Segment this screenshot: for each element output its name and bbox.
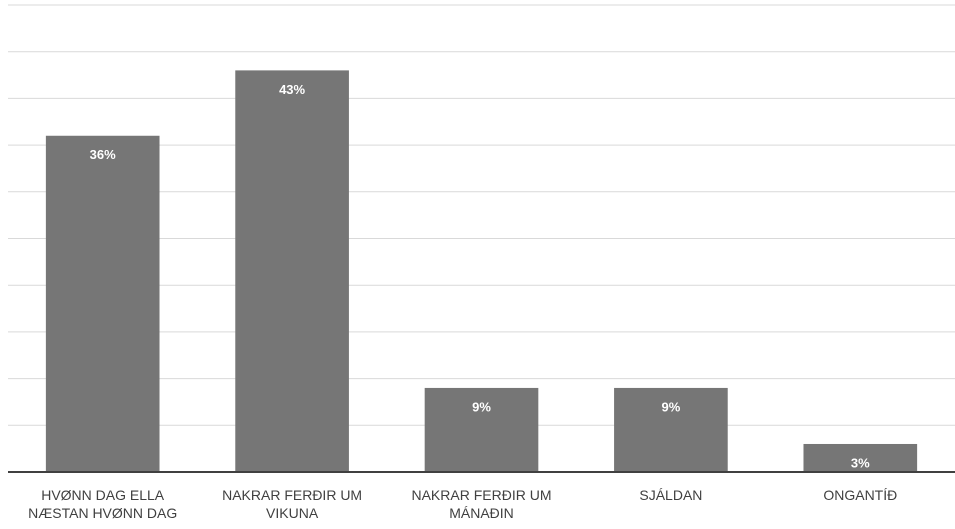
bar bbox=[235, 70, 349, 472]
value-label: 3% bbox=[851, 455, 870, 470]
bar bbox=[45, 135, 160, 472]
value-label: 36% bbox=[90, 147, 116, 162]
bar bbox=[803, 443, 918, 472]
x-tick-label: ONGANTÍÐ bbox=[823, 487, 898, 503]
value-label: 9% bbox=[662, 399, 681, 414]
value-label: 43% bbox=[279, 82, 305, 97]
bar bbox=[614, 387, 728, 472]
x-tick-label: NAKRAR FERÐIR UM MÁNAÐIN bbox=[411, 487, 552, 521]
bar bbox=[424, 387, 539, 472]
x-tick-label: HVØNN DAG ELLA NÆSTAN HVØNN DAG bbox=[28, 487, 178, 521]
value-label: 9% bbox=[472, 399, 491, 414]
x-tick-label: SJÁLDAN bbox=[639, 487, 703, 503]
x-tick-label: NAKRAR FERÐIR UM VIKUNA bbox=[222, 487, 363, 521]
